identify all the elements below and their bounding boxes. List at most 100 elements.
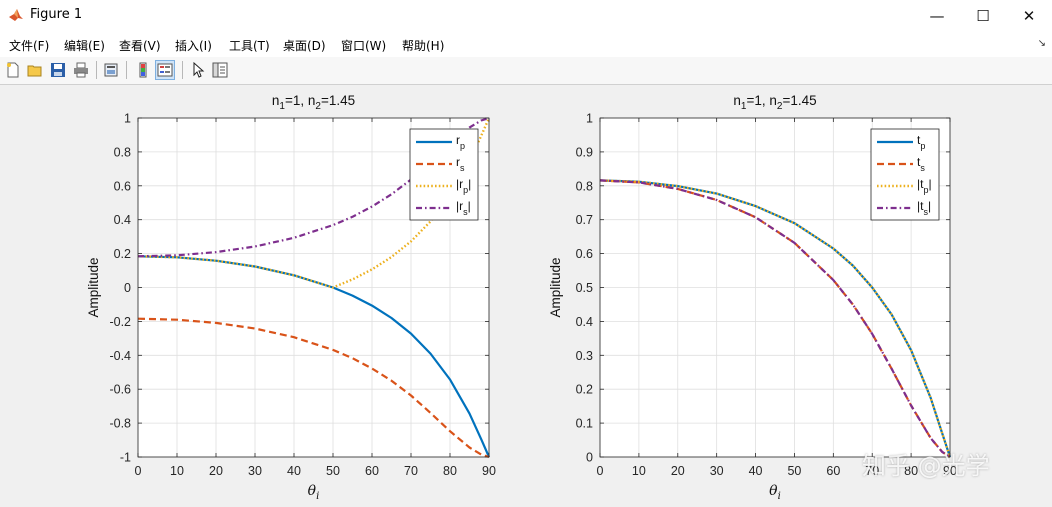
legend-icon[interactable] <box>155 60 175 80</box>
colorbar-icon[interactable] <box>133 60 153 80</box>
watermark: 知乎 @光学 <box>862 452 990 480</box>
dock-arrow-icon[interactable]: ↘ <box>1037 38 1046 49</box>
y-tick-label: 0.2 <box>576 383 593 397</box>
legend-label: tp <box>917 133 925 151</box>
x-axis-label: θi <box>308 483 320 502</box>
y-tick-label: 0.6 <box>576 247 593 261</box>
open-file-icon[interactable] <box>25 60 45 80</box>
toolbar-separator <box>96 61 97 79</box>
y-tick-label: -1 <box>120 451 131 465</box>
legend[interactable]: tp ts |tp| |ts| <box>870 128 940 221</box>
y-tick-label: 0.1 <box>576 417 593 431</box>
x-tick-label: 50 <box>787 464 801 478</box>
y-tick-label: -0.8 <box>109 417 131 431</box>
matlab-logo-icon <box>9 9 23 21</box>
figure-toolbar <box>0 57 1052 85</box>
series-lines <box>599 179 952 458</box>
tick-marks: 0 10 20 30 40 50 60 70 80 90 0 0.1 0.2 0.3 0.4 0.5 0.6 0.… <box>576 112 957 479</box>
y-tick-label: 0.8 <box>576 179 593 193</box>
y-tick-label: -0.6 <box>109 383 131 397</box>
legend-box <box>870 128 940 221</box>
legend-label: ts <box>917 155 925 173</box>
y-tick-label: 0.2 <box>114 247 131 261</box>
menu-edit[interactable]: 编辑(E) <box>64 39 105 53</box>
x-tick-label: 30 <box>710 464 724 478</box>
series-line-rs <box>137 317 490 459</box>
y-axis-label: Amplitude <box>86 257 101 317</box>
y-tick-label: 0 <box>124 281 131 295</box>
x-tick-label: 0 <box>597 464 604 478</box>
menu-insert[interactable]: 插入(I) <box>175 39 212 53</box>
close-button[interactable]: ✕ <box>1022 6 1036 25</box>
y-tick-label: 0.4 <box>576 315 593 329</box>
x-tick-label: 10 <box>170 464 184 478</box>
x-tick-label: 10 <box>632 464 646 478</box>
y-tick-label: 0.8 <box>114 145 131 159</box>
pointer-icon[interactable] <box>188 60 208 80</box>
menu-help[interactable]: 帮助(H) <box>402 39 445 53</box>
series-line-abs-tpabs- <box>599 179 952 458</box>
print-preview-icon[interactable] <box>101 60 121 80</box>
x-tick-label: 80 <box>904 464 918 478</box>
x-tick-label: 40 <box>749 464 763 478</box>
x-axis-label: θi <box>769 483 781 502</box>
y-tick-label: 0.3 <box>576 349 593 363</box>
series-line-abs-tsabs- <box>599 179 951 458</box>
menu-window[interactable]: 窗口(W) <box>341 39 387 53</box>
y-tick-label: -0.2 <box>109 315 131 329</box>
x-tick-label: 60 <box>365 464 379 478</box>
x-tick-label: 90 <box>482 464 496 478</box>
y-axis-label: Amplitude <box>548 257 563 317</box>
y-tick-label: 0 <box>586 451 593 465</box>
y-tick-label: 0.5 <box>576 281 593 295</box>
y-tick-label: 1 <box>124 112 131 126</box>
axes-left: 0 10 20 30 40 50 60 70 80 90 -1 -0.8 -0.6 -0.4 -0.2 0 0.… <box>86 93 496 502</box>
legend-label: rs <box>456 155 465 173</box>
minimize-button[interactable]: — <box>929 6 945 25</box>
menu-file[interactable]: 文件(F) <box>9 39 50 53</box>
y-tick-label: 0.7 <box>576 213 593 227</box>
toolbar-separator <box>182 61 183 79</box>
menu-tools[interactable]: 工具(T) <box>229 39 270 53</box>
legend[interactable]: rp rs |rp| |rs| <box>409 128 479 221</box>
y-tick-label: -0.4 <box>109 349 131 363</box>
figure-canvas: 0 10 20 30 40 50 60 70 80 90-1-0.8-0.6-0.4-0.200.… <box>86 93 957 502</box>
axes-right: 0 10 20 30 40 50 60 70 80 90 0 0.1 0.2 0.3 0.4 0.5 0.6 0.… <box>548 93 957 502</box>
property-editor-icon[interactable] <box>210 60 230 80</box>
chart-title: n1=1, n2=1.45 <box>272 93 355 112</box>
x-tick-label: 20 <box>209 464 223 478</box>
chart-title: n1=1, n2=1.45 <box>733 93 816 112</box>
new-figure-icon[interactable] <box>3 60 23 80</box>
y-tick-label: 0.9 <box>576 145 593 159</box>
x-tick-label: 40 <box>287 464 301 478</box>
menu-desktop[interactable]: 桌面(D) <box>283 39 326 53</box>
legend-label: rp <box>456 133 465 151</box>
legend-label: |ts| <box>917 199 931 217</box>
legend-label: |tp| <box>917 177 932 195</box>
legend-box <box>409 128 479 221</box>
y-tick-label: 0.4 <box>114 213 131 227</box>
x-tick-label: 0 <box>135 464 142 478</box>
toolbar-separator <box>126 61 127 79</box>
legend-label: |rs| <box>456 199 471 217</box>
x-tick-label: 70 <box>865 464 879 478</box>
y-tick-label: 0.6 <box>114 179 131 193</box>
save-icon[interactable] <box>48 60 68 80</box>
window-titlebar: Figure 1 — ☐ ✕ <box>0 0 1052 32</box>
menu-view[interactable]: 查看(V) <box>119 39 161 53</box>
y-tick-label: 1 <box>586 112 593 126</box>
x-tick-label: 30 <box>248 464 262 478</box>
x-tick-label: 70 <box>404 464 418 478</box>
x-tick-label: 20 <box>671 464 685 478</box>
legend-label: |rp| <box>456 177 471 195</box>
series-line-abs-rpabs- <box>137 117 491 289</box>
maximize-button[interactable]: ☐ <box>976 6 990 25</box>
x-tick-label: 50 <box>326 464 340 478</box>
tick-marks: 0 10 20 30 40 50 60 70 80 90 -1 -0.8 -0.6 -0.4 -0.2 0 0.… <box>109 112 496 479</box>
x-tick-label: 80 <box>443 464 457 478</box>
menu-bar: 文件(F) 编辑(E) 查看(V) 插入(I) 工具(T) 桌面(D) 窗口(W… <box>0 31 1052 57</box>
x-tick-label: 90 <box>943 464 957 478</box>
print-icon[interactable] <box>71 60 91 80</box>
window-title: Figure 1 <box>30 7 83 22</box>
x-tick-label: 60 <box>826 464 840 478</box>
